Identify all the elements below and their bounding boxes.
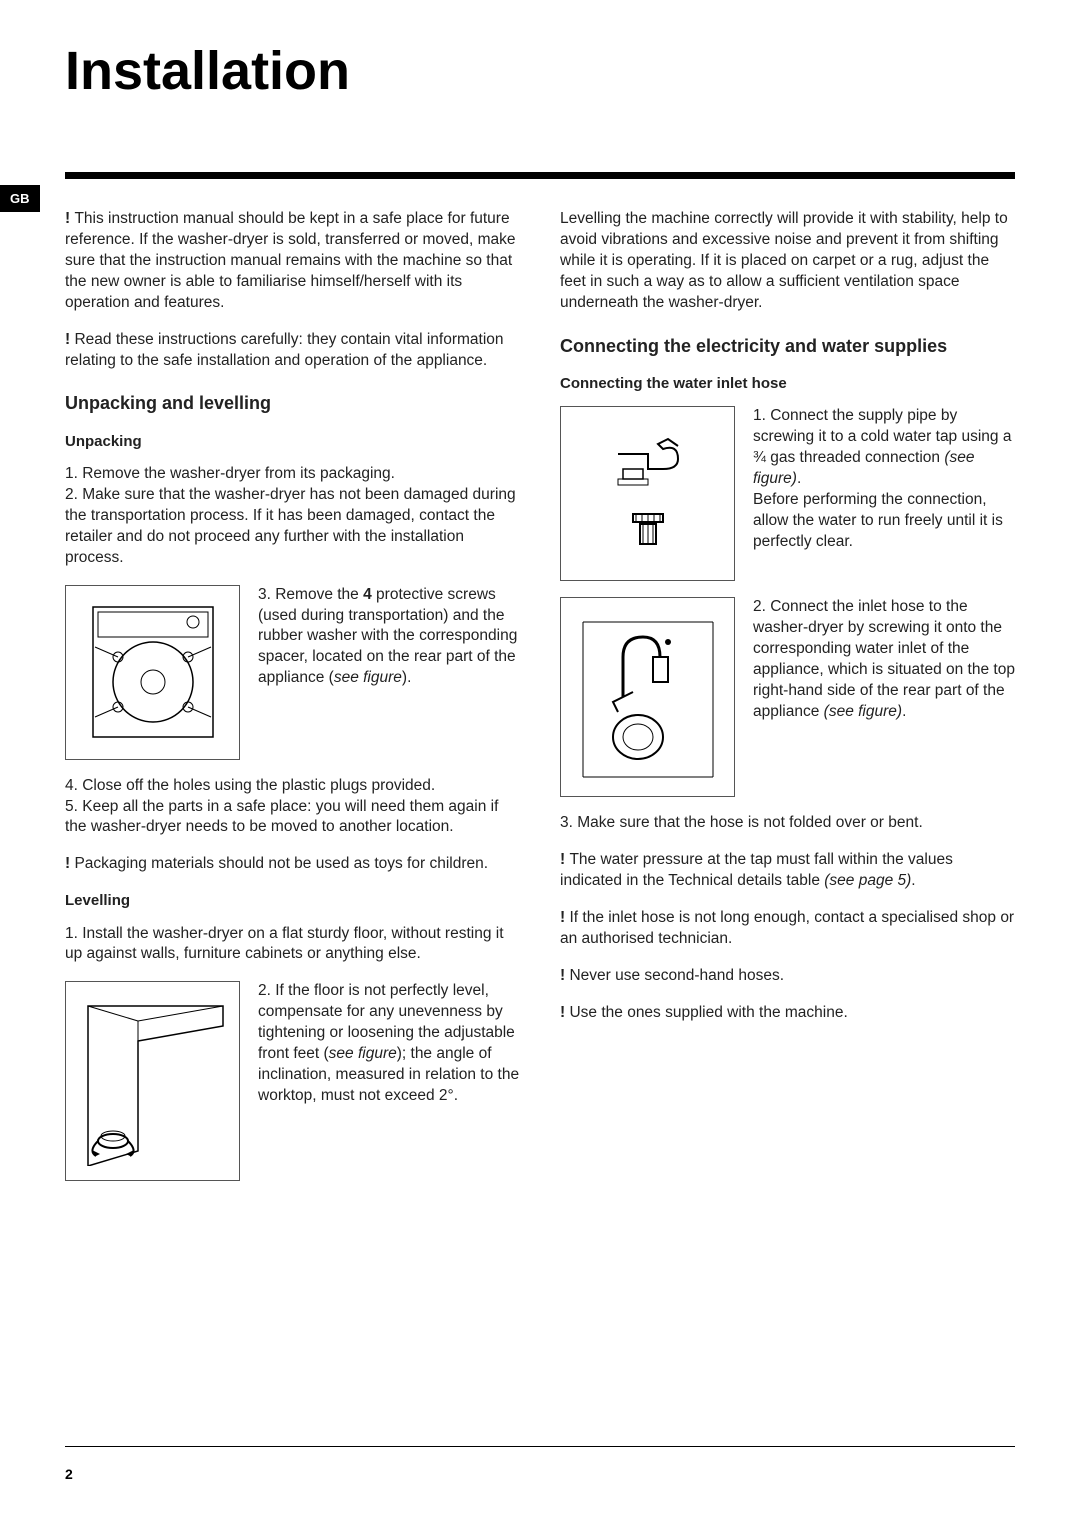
pressure-see-page: (see page 5) [824, 872, 911, 889]
heading-unpacking-levelling: Unpacking and levelling [65, 391, 520, 415]
inlet-connection-icon [573, 607, 723, 787]
figure-rear-screws [65, 585, 240, 760]
figure-tap-connection [560, 406, 735, 581]
column-right: Levelling the machine correctly will pro… [560, 209, 1015, 1197]
supplied-warning: Use the ones supplied with the machine. [560, 1003, 1015, 1024]
figure-block-rear-screws: 3. Remove the 4 protective screws (used … [65, 585, 520, 760]
tap-connection-icon [588, 424, 708, 564]
c2-text-b: . [902, 703, 906, 720]
figure-block-inlet: 2. Connect the inlet hose to the washer-… [560, 597, 1015, 797]
unpacking-step-3: 3. Remove the 4 protective screws (used … [258, 585, 520, 690]
figure-inlet-connection [560, 597, 735, 797]
pressure-warning: The water pressure at the tap must fall … [560, 850, 1015, 892]
connect-step-2: 2. Connect the inlet hose to the washer-… [753, 597, 1015, 723]
figure-block-feet: 2. If the floor is not perfectly level, … [65, 981, 520, 1181]
intro-warning: This instruction manual should be kept i… [65, 209, 520, 314]
heading-connecting: Connecting the electricity and water sup… [560, 334, 1015, 358]
lev2-see-figure: see figure [329, 1045, 397, 1062]
unpacking-step-1: 1. Remove the washer-dryer from its pack… [65, 464, 520, 485]
header-divider [65, 172, 1015, 179]
read-warning: Read these instructions carefully: they … [65, 330, 520, 372]
page-number: 2 [65, 1466, 73, 1482]
page-title: Installation [65, 40, 1015, 102]
washer-rear-icon [83, 597, 223, 747]
washer-feet-icon [78, 996, 228, 1166]
subheading-inlet-hose: Connecting the water inlet hose [560, 374, 1015, 394]
subheading-levelling: Levelling [65, 891, 520, 911]
levelling-paragraph: Levelling the machine correctly will pro… [560, 209, 1015, 314]
figure-adjustable-feet [65, 981, 240, 1181]
step3-text-c: ). [402, 669, 411, 686]
levelling-step-1: 1. Install the washer-dryer on a flat st… [65, 924, 520, 966]
footer-divider [65, 1446, 1015, 1447]
c2-text-a: 2. Connect the inlet hose to the washer-… [753, 598, 1015, 720]
step3-see-figure: see figure [334, 669, 402, 686]
unpacking-step-5: 5. Keep all the parts in a safe place: y… [65, 797, 520, 839]
c2-see-figure: (see figure) [824, 703, 902, 720]
figure-block-tap: 1. Connect the supply pipe by screwing i… [560, 406, 1015, 581]
pressure-text-b: . [911, 872, 915, 889]
packaging-warning: Packaging materials should not be used a… [65, 854, 520, 875]
secondhand-warning: Never use second-hand hoses. [560, 966, 1015, 987]
c1-text-c: Before performing the connection, allow … [753, 491, 1003, 550]
step3-text-a: 3. Remove the [258, 586, 363, 603]
connect-step-1: 1. Connect the supply pipe by screwing i… [753, 406, 1015, 552]
unpacking-step-2: 2. Make sure that the washer-dryer has n… [65, 485, 520, 569]
content-columns: This instruction manual should be kept i… [65, 209, 1015, 1197]
connect-step-3: 3. Make sure that the hose is not folded… [560, 813, 1015, 834]
unpacking-step-4: 4. Close off the holes using the plastic… [65, 776, 520, 797]
column-left: This instruction manual should be kept i… [65, 209, 520, 1197]
language-badge: GB [0, 185, 40, 212]
step3-bold: 4 [363, 586, 372, 603]
subheading-unpacking: Unpacking [65, 432, 520, 452]
length-warning: If the inlet hose is not long enough, co… [560, 908, 1015, 950]
levelling-step-2: 2. If the floor is not perfectly level, … [258, 981, 520, 1107]
c1-text-b: . [797, 470, 801, 487]
